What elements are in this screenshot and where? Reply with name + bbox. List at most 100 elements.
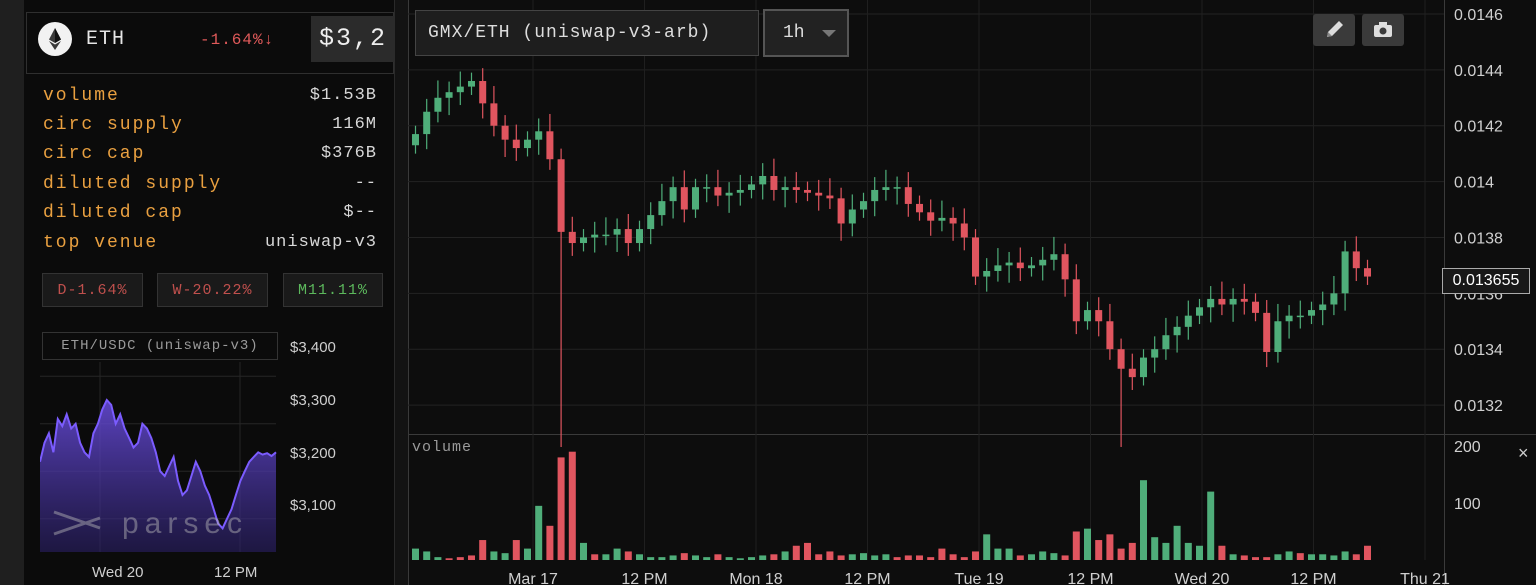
chart-grid (408, 0, 1536, 585)
volume-bar (972, 551, 979, 560)
main-candlestick-chart[interactable]: 0.01460.01440.01420.0140.01380.01360.013… (408, 0, 1536, 585)
candle-body (1263, 312, 1271, 352)
candle-body (1364, 268, 1371, 277)
volume-bar (445, 558, 453, 560)
candle-body (848, 209, 856, 224)
mini-ytick: $3,300 (290, 392, 336, 409)
volume-bar (1151, 537, 1159, 560)
volume-bars-layer (412, 451, 1371, 560)
candle-body (423, 111, 431, 135)
candle-body (748, 184, 755, 190)
candle-body (535, 131, 543, 140)
close-icon[interactable]: × (1518, 443, 1529, 463)
candle-body (456, 86, 464, 93)
perf-badge-day[interactable]: D-1.64% (42, 273, 143, 307)
candle-body (904, 187, 912, 204)
volume-bar (1039, 551, 1047, 560)
screenshot-button[interactable] (1362, 14, 1404, 46)
candle-body (624, 229, 632, 244)
volume-bar (792, 545, 800, 560)
time-tick-label: Mar 17 (508, 571, 558, 585)
candle-body (770, 175, 778, 190)
mini-watermark: parsec (122, 507, 248, 540)
candle-body (1173, 326, 1181, 336)
perf-badge-month[interactable]: M11.11% (283, 273, 383, 307)
volume-bar (1061, 555, 1069, 560)
price-tick-label: 0.0134 (1454, 342, 1503, 359)
ethereum-icon (38, 22, 72, 56)
candle-body (512, 139, 520, 149)
candle-body (479, 81, 487, 104)
candle-body (692, 187, 699, 210)
candle-body (1128, 368, 1136, 378)
draw-tool-button[interactable] (1313, 14, 1355, 46)
volume-bar (568, 451, 576, 560)
volume-bar (1016, 555, 1024, 560)
price-tick-label: 0.0144 (1454, 63, 1503, 80)
volume-bar (1252, 557, 1259, 560)
stat-label-diluted-cap: diluted cap (43, 203, 184, 223)
volume-bar (658, 557, 666, 560)
candle-body (949, 217, 957, 224)
volume-bar (1308, 554, 1315, 560)
time-tick-label: Mon 18 (729, 571, 782, 585)
candle-body (546, 131, 554, 160)
volume-bar (983, 534, 991, 560)
token-change: -1.64%↓ (200, 31, 275, 49)
volume-bar (1140, 480, 1147, 560)
interval-selector[interactable]: 1h (763, 9, 849, 57)
volume-bar (1072, 531, 1080, 560)
stat-value-circ-cap: $376B (320, 144, 377, 163)
stat-label-diluted-supply: diluted supply (43, 174, 223, 194)
volume-bar (434, 557, 442, 560)
volume-bar (1196, 545, 1203, 560)
volume-bar (1050, 553, 1058, 560)
candle-body (1151, 349, 1159, 358)
volume-bar (904, 555, 912, 560)
stat-value-diluted-supply: -- (354, 174, 377, 193)
stat-label-volume: volume (43, 86, 120, 106)
mini-chart-area (40, 400, 276, 552)
volume-bar (725, 557, 733, 560)
volume-bar (1173, 525, 1181, 560)
price-axis: 0.01460.01440.01420.0140.01380.01360.013… (1454, 7, 1503, 415)
perf-badge-week[interactable]: W-20.22% (157, 273, 268, 307)
price-tick-label: 0.0146 (1454, 7, 1503, 24)
candle-body (680, 187, 688, 210)
candle-body (580, 237, 587, 244)
time-tick-label: 12 PM (844, 571, 890, 585)
candle-body (1072, 279, 1080, 322)
candle-body (1016, 262, 1024, 269)
candle-body (714, 187, 722, 196)
volume-bar (490, 551, 498, 560)
candle-body (557, 159, 565, 232)
candle-body (490, 103, 498, 126)
pencil-icon (1327, 21, 1343, 37)
volume-bar (781, 551, 789, 560)
last-price-tag: 0.013655 (1442, 268, 1530, 294)
candle-body (938, 217, 946, 221)
volume-bar (837, 555, 845, 560)
volume-bar (1296, 553, 1304, 560)
volume-bar (557, 457, 565, 560)
token-symbol: ETH (86, 28, 126, 51)
candle-body (1218, 298, 1226, 305)
candle-body (658, 201, 666, 216)
volume-bar (1330, 555, 1338, 560)
candle-body (804, 189, 811, 193)
candle-body (1039, 259, 1047, 266)
token-price: $3,2 (311, 16, 395, 62)
candle-body (468, 81, 475, 87)
volume-bar (1184, 542, 1192, 560)
candle-body (1061, 254, 1069, 280)
mini-price-chart[interactable]: parsec (40, 362, 280, 554)
candle-body (1308, 310, 1315, 316)
candle-body (781, 187, 789, 190)
pair-selector[interactable]: GMX/ETH (uniswap-v3-arb) (415, 10, 759, 56)
volume-bar (1229, 554, 1237, 560)
candle-body (1285, 315, 1293, 322)
candle-body (759, 175, 767, 185)
volume-bar (994, 548, 1002, 560)
volume-axis: 200 100 (1454, 439, 1481, 513)
volume-bar (949, 554, 957, 560)
